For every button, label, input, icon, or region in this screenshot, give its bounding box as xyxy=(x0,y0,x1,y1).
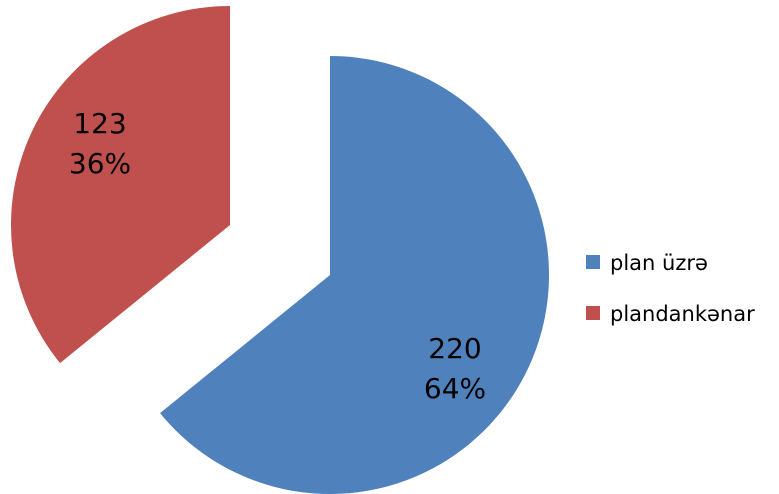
slice-value-label-plandankenar: 123 xyxy=(73,107,126,140)
pie-slice-plandankenar xyxy=(11,6,231,364)
legend-label-plandankenar: plandankənar xyxy=(610,302,755,326)
pie-slices xyxy=(11,6,550,494)
legend-swatch-plan-uzre xyxy=(586,255,600,269)
legend-swatch-plandankenar xyxy=(586,306,600,320)
slice-percent-label-plan-uzre: 64% xyxy=(424,372,486,405)
slice-value-label-plan-uzre: 220 xyxy=(428,332,481,365)
legend-label-plan-uzre: plan üzrə xyxy=(610,251,708,275)
legend: plan üzrə plandankənar xyxy=(586,251,755,326)
pie-slice-plan-uzre xyxy=(160,56,550,494)
slice-labels: 220 64% 123 36% xyxy=(69,107,486,405)
slice-percent-label-plandankenar: 36% xyxy=(69,147,131,180)
